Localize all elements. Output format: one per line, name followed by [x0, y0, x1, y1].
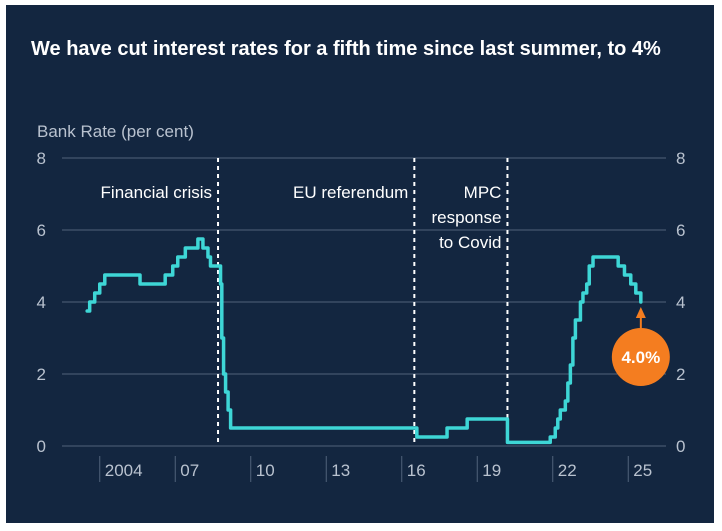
- y-tick-label-right: 0: [676, 437, 685, 456]
- x-tick-label: 07: [180, 461, 199, 480]
- annotation-label: 4.0%: [621, 348, 660, 367]
- event-label: Financial crisis: [101, 183, 212, 202]
- event-label: MPC response to Covid: [432, 183, 502, 252]
- y-tick-label-right: 2: [676, 365, 685, 384]
- y-tick-label-left: 6: [37, 221, 46, 240]
- x-tick-label: 19: [482, 461, 501, 480]
- y-tick-label-right: 6: [676, 221, 685, 240]
- annotation-badge: [611, 328, 670, 386]
- y-axis-label: Bank Rate (per cent): [37, 122, 194, 141]
- y-tick-label-left: 8: [37, 149, 46, 168]
- event-label: EU referendum: [293, 183, 408, 202]
- y-tick-label-left: 4: [37, 293, 46, 312]
- x-tick-label: 22: [558, 461, 577, 480]
- chart-panel: [6, 5, 714, 523]
- y-tick-label-left: 0: [37, 437, 46, 456]
- y-tick-label-right: 4: [676, 293, 685, 312]
- x-tick-label: 16: [407, 461, 426, 480]
- annotation-arrow-head: [635, 307, 646, 318]
- bank-rate-line: [85, 237, 643, 445]
- chart-title: We have cut interest rates for a fifth t…: [31, 38, 661, 60]
- x-tick-label: 25: [633, 461, 652, 480]
- x-tick-label: 10: [256, 461, 275, 480]
- x-tick-label: 2004: [105, 461, 143, 480]
- y-tick-label-left: 2: [37, 365, 46, 384]
- y-tick-label-right: 8: [676, 149, 685, 168]
- x-tick-label: 13: [331, 461, 350, 480]
